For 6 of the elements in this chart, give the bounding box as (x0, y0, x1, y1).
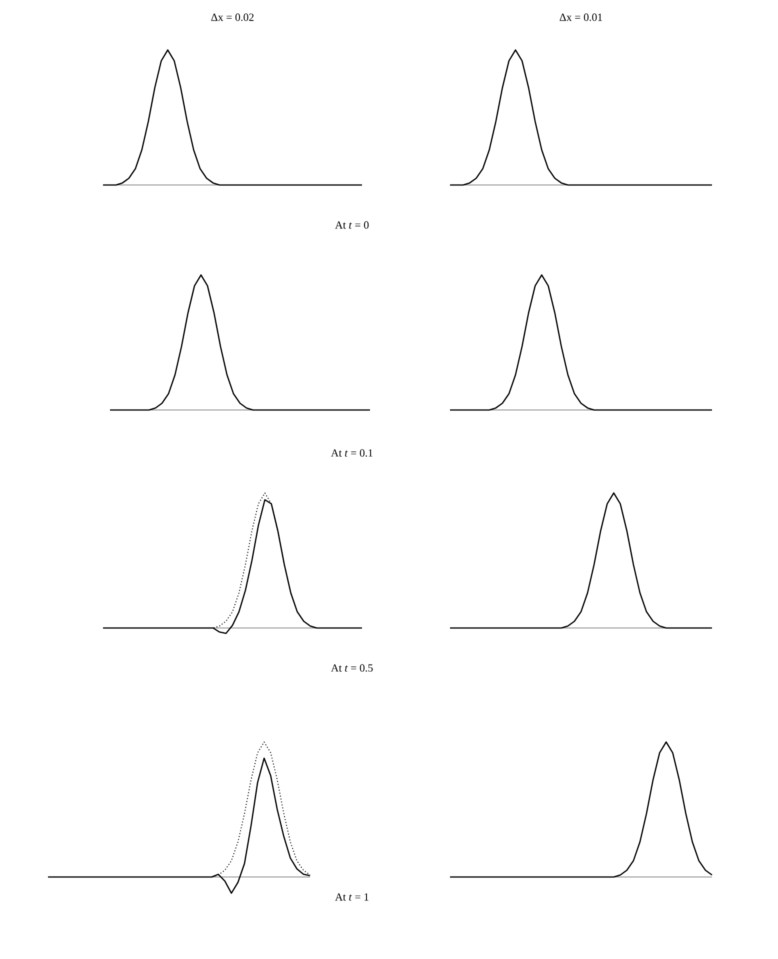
text: At t = 1 (335, 893, 368, 901)
chart-title: Δx = 0.01 (560, 14, 602, 21)
chart-title: Δx = 0.02 (211, 14, 254, 21)
text: At t = 0.1 (330, 449, 372, 457)
text: At t = 0.5 (330, 664, 373, 672)
text: At t = 0 (335, 221, 369, 229)
